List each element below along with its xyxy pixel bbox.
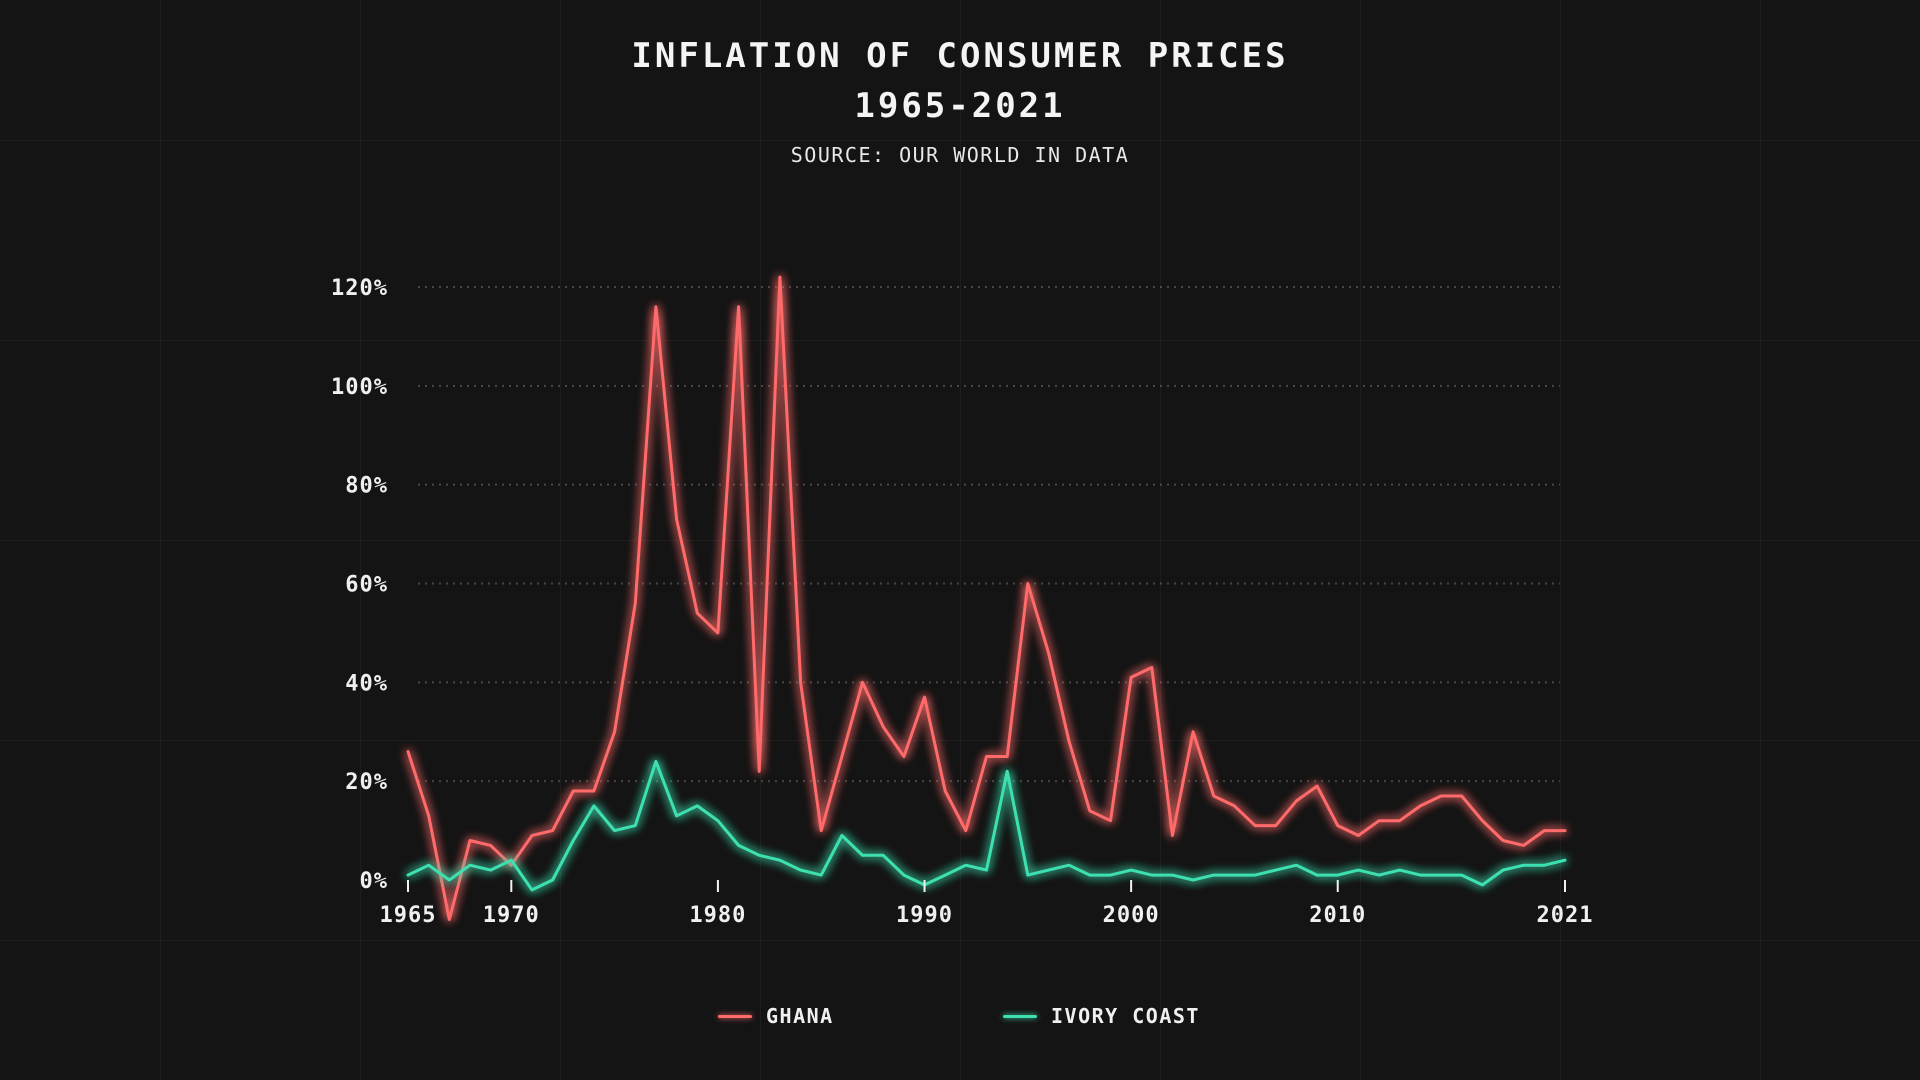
y-tick-label-0: 0% (360, 869, 389, 894)
y-tick-label-20: 20% (345, 770, 388, 795)
y-tick-label-80: 80% (345, 474, 388, 499)
series-lines (406, 275, 1567, 921)
x-tick-label-1965: 1965 (380, 903, 437, 928)
chart-title: INFLATION OF CONSUMER PRICES (631, 36, 1289, 76)
y-tick-label-100: 100% (331, 375, 388, 400)
y-axis-ticks: 0% 20% 40% 60% 80% 100% 120% (331, 276, 389, 894)
gridlines (418, 286, 1560, 783)
x-tick-label-1970: 1970 (483, 903, 540, 928)
legend-item-ghana[interactable]: GHANA (718, 1000, 834, 1032)
x-tick-label-1980: 1980 (689, 903, 746, 928)
legend: GHANA IVORY COAST (0, 1000, 1920, 1032)
series-line-ghana (406, 275, 1567, 921)
x-tick-label-2010: 2010 (1309, 903, 1366, 928)
x-tick-label-2000: 2000 (1103, 903, 1160, 928)
y-tick-label-40: 40% (345, 671, 388, 696)
series-line-ivory-coast (406, 759, 1567, 892)
x-axis-ticks: 1965 1970 1980 1990 2000 2010 2021 (380, 880, 1594, 928)
x-tick-label-2021: 2021 (1537, 903, 1594, 928)
legend-swatch-ivory-coast (1003, 1014, 1037, 1018)
x-tick-label-1990: 1990 (896, 903, 953, 928)
axes (406, 247, 1565, 882)
y-tick-label-120: 120% (331, 276, 388, 301)
chart-source: SOURCE: OUR WORLD IN DATA (790, 143, 1130, 167)
legend-label-ghana: GHANA (766, 1004, 834, 1028)
legend-item-ivory-coast[interactable]: IVORY COAST (1003, 1000, 1200, 1032)
y-tick-label-60: 60% (345, 573, 388, 598)
legend-label-ivory-coast: IVORY COAST (1051, 1004, 1200, 1028)
legend-swatch-ghana (718, 1014, 752, 1018)
chart-subtitle: 1965-2021 (854, 86, 1066, 126)
